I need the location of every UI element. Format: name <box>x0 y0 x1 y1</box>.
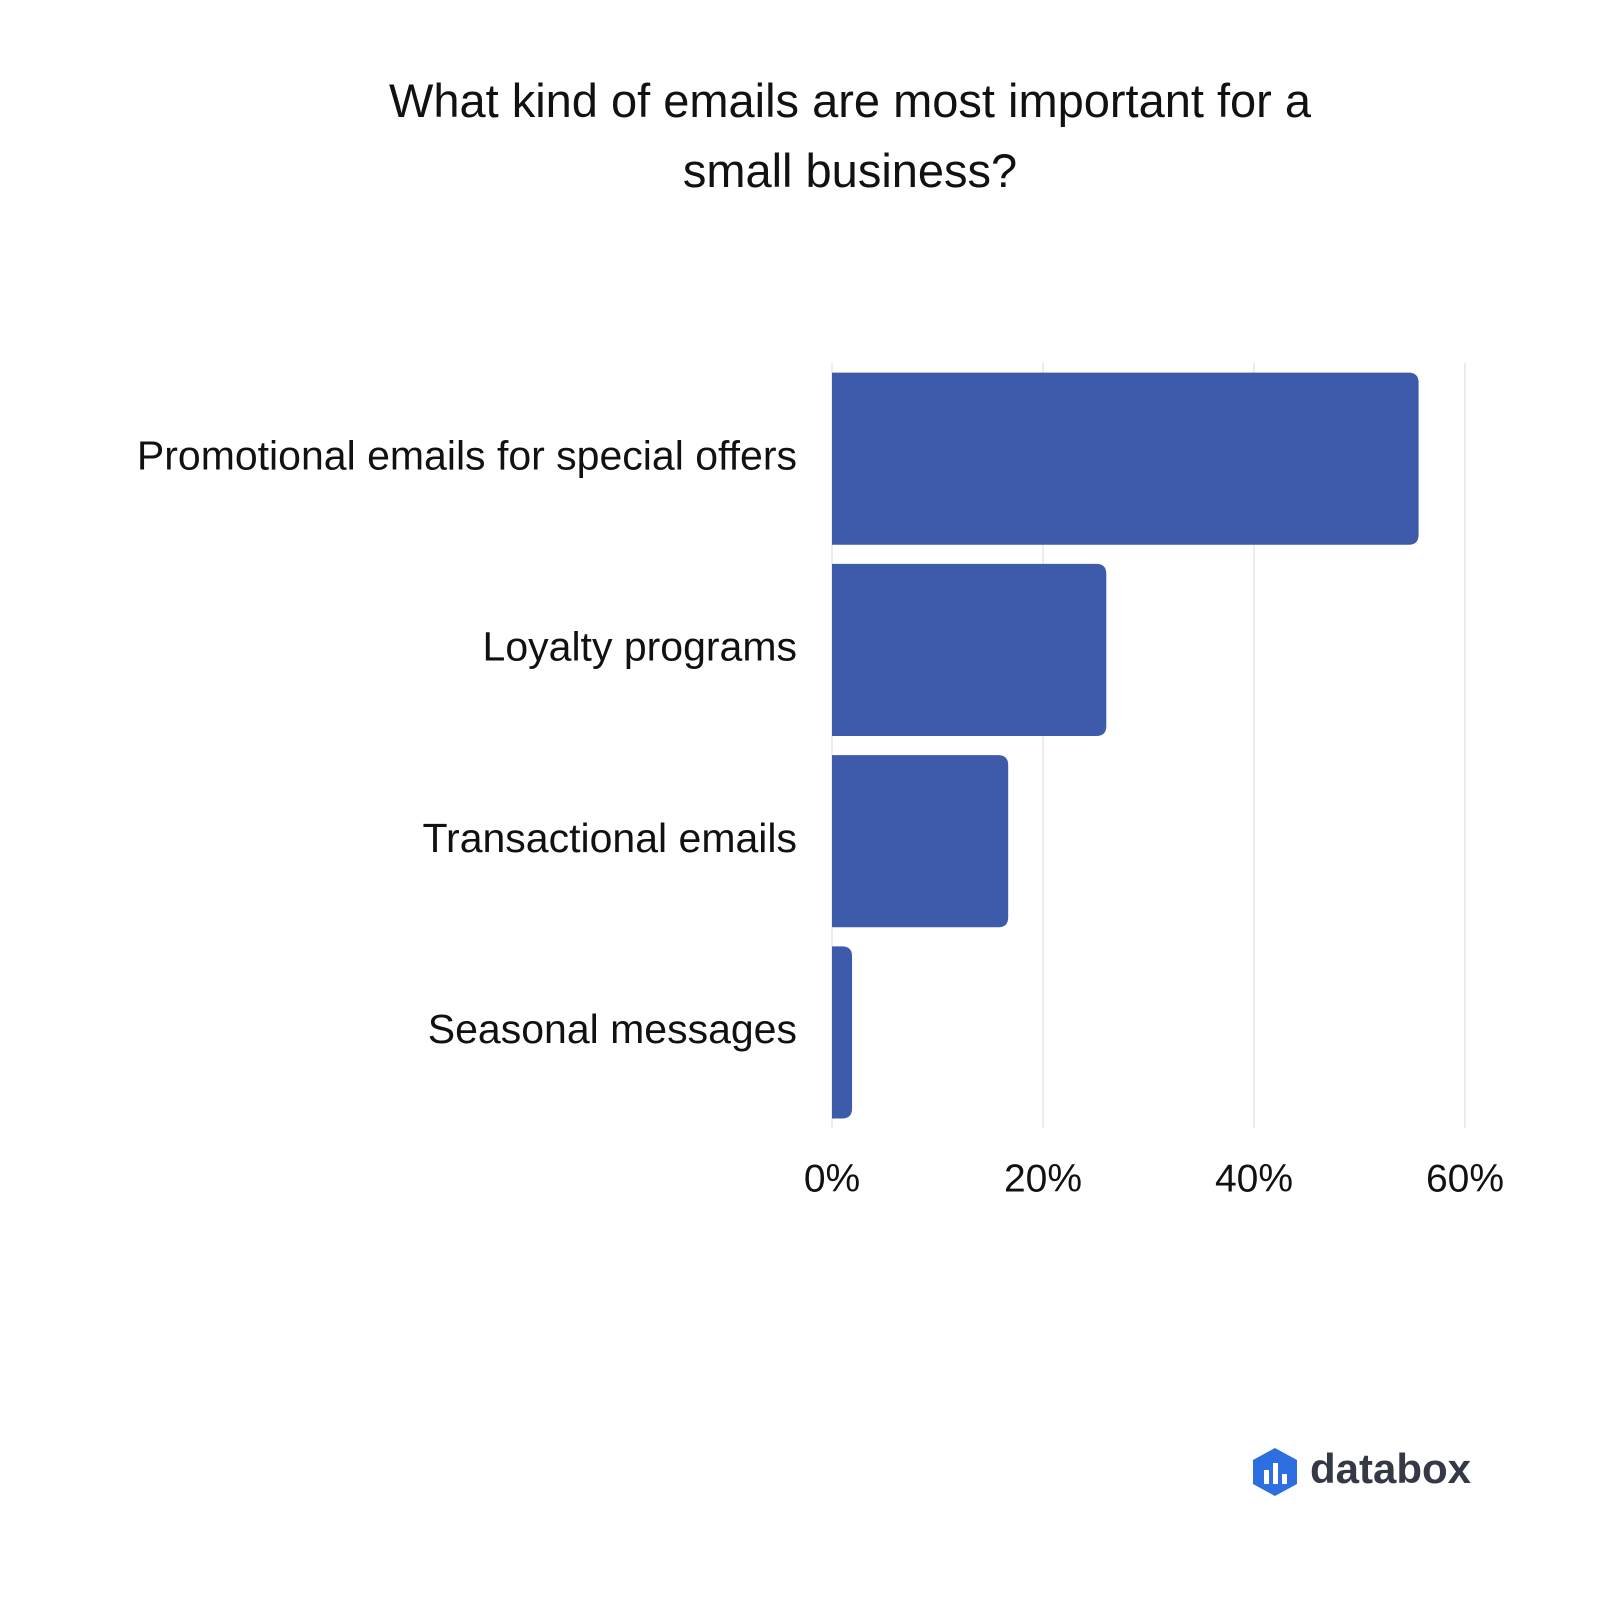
x-tick-label: 60% <box>1426 1157 1504 1200</box>
brand-logo: databox <box>1253 1445 1472 1496</box>
logo-bar <box>1282 1474 1287 1484</box>
logo-bar <box>1264 1470 1269 1484</box>
y-tick-label: Loyalty programs <box>483 624 797 670</box>
bar <box>832 563 1107 736</box>
x-tick-label: 20% <box>1004 1157 1082 1200</box>
brand-name: databox <box>1310 1445 1472 1492</box>
y-tick-label: Transactional emails <box>423 815 797 861</box>
chart-title: What kind of emails are most important f… <box>388 74 1312 197</box>
x-tick-label: 0% <box>804 1157 860 1200</box>
bar <box>832 372 1419 545</box>
x-tick-label: 40% <box>1215 1157 1293 1200</box>
logo-bar <box>1273 1463 1278 1484</box>
y-tick-label: Seasonal messages <box>428 1006 797 1052</box>
bar <box>832 755 1009 928</box>
y-tick-label: Promotional emails for special offers <box>137 432 797 478</box>
bar <box>832 946 853 1119</box>
